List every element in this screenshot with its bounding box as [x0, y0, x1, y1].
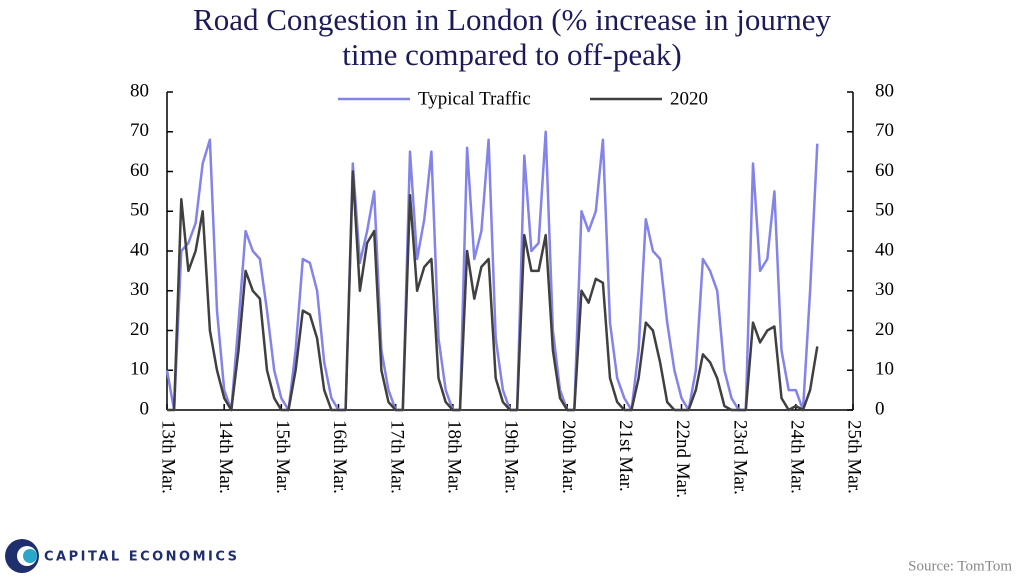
y2-tick-label: 50 — [875, 200, 894, 221]
y-tick-label: 20 — [130, 319, 149, 340]
y-tick-label: 30 — [130, 279, 149, 300]
chart-title: Road Congestion in London (% increase in… — [193, 2, 831, 72]
y-tick-label: 40 — [130, 239, 149, 260]
y-tick-label: 80 — [130, 80, 149, 101]
legend-label: Typical Traffic — [418, 88, 531, 109]
x-tick-label: 13th Mar. — [158, 420, 179, 494]
x-tick-label: 16th Mar. — [329, 420, 350, 494]
y2-tick-label: 30 — [875, 279, 894, 300]
y2-tick-label: 10 — [875, 359, 894, 380]
y-tick-label: 50 — [130, 200, 149, 221]
x-tick-label: 20th Mar. — [558, 420, 579, 494]
x-tick-label: 15th Mar. — [272, 420, 293, 494]
y2-tick-label: 40 — [875, 239, 894, 260]
y-tick-label: 10 — [130, 359, 149, 380]
y2-tick-label: 60 — [875, 160, 894, 181]
x-tick-label: 25th Mar. — [844, 420, 865, 494]
x-tick-label: 24th Mar. — [786, 420, 807, 494]
source: Source: TomTom — [908, 558, 1012, 574]
y2-tick-label: 80 — [875, 80, 894, 101]
line-series — [167, 170, 819, 412]
x-tick-label: 22nd Mar. — [672, 420, 693, 498]
brand: CAPITAL ECONOMICS — [44, 550, 240, 565]
x-tick-label: 14th Mar. — [215, 420, 236, 494]
y2-tick-label: 70 — [875, 120, 894, 141]
y-tick-label: 70 — [130, 120, 149, 141]
logo — [5, 539, 39, 573]
x-tick-label: 17th Mar. — [386, 420, 407, 494]
y2-tick-label: 0 — [875, 398, 885, 419]
y-tick-label: 60 — [130, 160, 149, 181]
x-tick-label: 18th Mar. — [443, 420, 464, 494]
x-tick-label: 23rd Mar. — [729, 420, 750, 495]
x-tick-label: 21st Mar. — [615, 420, 636, 492]
logo-dot — [23, 549, 37, 563]
line-series — [165, 130, 819, 412]
y2-tick-label: 20 — [875, 319, 894, 340]
y-tick-label: 0 — [140, 398, 150, 419]
legend-label: 2020 — [670, 88, 708, 109]
x-tick-label: 19th Mar. — [501, 420, 522, 494]
